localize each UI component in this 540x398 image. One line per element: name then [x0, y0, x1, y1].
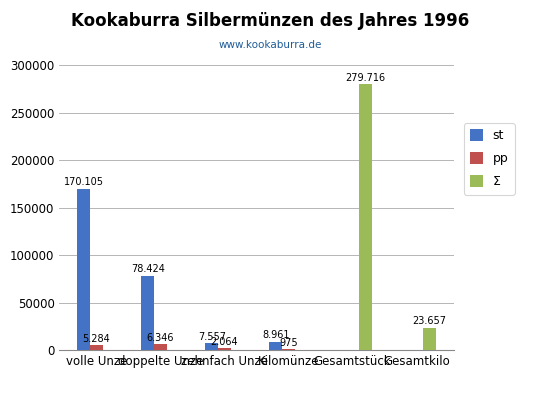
Text: 78.424: 78.424 [131, 264, 165, 274]
Bar [77, 189, 90, 350]
Bar [423, 328, 436, 350]
Text: www.kookaburra.de: www.kookaburra.de [218, 40, 322, 50]
Text: 975: 975 [279, 338, 298, 348]
Bar [141, 276, 154, 350]
Legend: st, pp, Σ: st, pp, Σ [464, 123, 515, 195]
Bar [269, 342, 282, 350]
Text: 5.284: 5.284 [83, 334, 110, 344]
Bar [90, 345, 103, 350]
Text: 2.064: 2.064 [211, 337, 238, 347]
Text: 279.716: 279.716 [345, 73, 386, 83]
Text: 6.346: 6.346 [147, 333, 174, 343]
Text: 7.557: 7.557 [198, 332, 226, 341]
Bar [282, 349, 295, 350]
Bar [359, 84, 372, 350]
Bar [218, 348, 231, 350]
Text: Kookaburra Silbermünzen des Jahres 1996: Kookaburra Silbermünzen des Jahres 1996 [71, 12, 469, 30]
Text: 23.657: 23.657 [412, 316, 446, 326]
Text: 170.105: 170.105 [64, 177, 104, 187]
Bar [205, 343, 218, 350]
Bar [154, 344, 167, 350]
Text: 8.961: 8.961 [262, 330, 289, 340]
